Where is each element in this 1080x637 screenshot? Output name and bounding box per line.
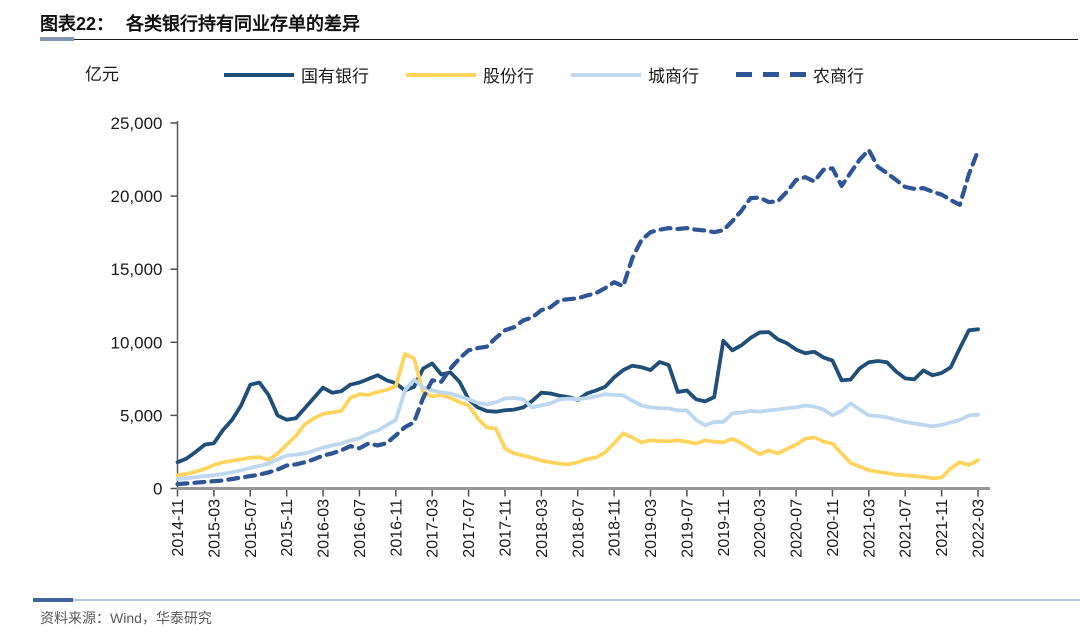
legend-item-2: 股份行: [406, 62, 534, 87]
x-tick-label: 2018-07: [570, 499, 587, 558]
x-tick-label: 2017-03: [425, 499, 442, 558]
legend-item-4: 农商行: [736, 62, 864, 87]
x-tick-label: 2019-11: [716, 499, 733, 557]
title-divider: [40, 37, 1078, 41]
series-line-农商行: [175, 147, 981, 487]
x-tick-label: 2014-11: [170, 499, 187, 557]
y-tick-label: 20,000: [111, 187, 163, 206]
x-tick-label: 2015-03: [206, 499, 223, 558]
x-tick-label: 2020-07: [789, 499, 806, 558]
x-tick-label: 2018-11: [607, 499, 624, 557]
series-line-城商行: [175, 377, 980, 481]
series-line-国有银行: [175, 327, 980, 465]
legend-label: 城商行: [648, 67, 699, 86]
source-note: 资料来源：Wind，华泰研究: [40, 610, 212, 626]
x-tick-label: 2021-11: [934, 499, 951, 557]
chart-legend: 国有银行 股份行 城商行 农商行: [224, 62, 864, 87]
x-tick-label: 2015-07: [243, 499, 260, 558]
x-tick-label: 2021-07: [898, 499, 915, 558]
legend-swatch-dashed: [736, 72, 806, 77]
x-tick-label: 2015-11: [279, 499, 296, 557]
footer-divider-accent: [33, 598, 73, 602]
legend-label: 国有银行: [301, 67, 369, 86]
x-tick-label: 2022-03: [971, 499, 988, 558]
legend-swatch-solid: [224, 72, 294, 77]
legend-label: 股份行: [483, 67, 534, 86]
x-tick-label: 2021-03: [861, 499, 878, 558]
figure-title: 图表22： 各类银行持有同业存单的差异: [40, 10, 360, 36]
x-tick-label: 2018-03: [534, 499, 551, 558]
legend-item-3: 城商行: [571, 62, 699, 87]
y-tick-label: 15,000: [111, 260, 163, 279]
title-divider-accent: [40, 37, 74, 41]
legend-swatch-solid: [406, 72, 476, 77]
x-tick-label: 2017-11: [497, 499, 514, 557]
x-tick-label: 2019-03: [643, 499, 660, 558]
y-tick-label: 25,000: [111, 114, 163, 133]
y-tick-label: 5,000: [120, 406, 163, 425]
y-axis-unit-label: 亿元: [85, 65, 119, 84]
x-tick-label: 2016-03: [316, 499, 333, 558]
x-tick-label: 2016-07: [352, 499, 369, 558]
legend-swatch-solid: [571, 72, 641, 77]
x-tick-label: 2020-03: [752, 499, 769, 558]
x-tick-label: 2019-07: [679, 499, 696, 558]
figure-number: 图表22：: [40, 14, 115, 34]
y-tick-label: 0: [153, 480, 162, 499]
figure-title-text: 各类银行持有同业存单的差异: [126, 14, 361, 34]
x-tick-label: 2020-11: [825, 499, 842, 557]
y-tick-label: 10,000: [111, 333, 163, 352]
series-line-股份行: [175, 352, 980, 481]
x-tick-label: 2017-07: [461, 499, 478, 558]
footer-divider: [33, 598, 1080, 602]
legend-item-1: 国有银行: [224, 62, 369, 87]
legend-label: 农商行: [813, 67, 864, 86]
x-tick-label: 2016-11: [388, 499, 405, 557]
